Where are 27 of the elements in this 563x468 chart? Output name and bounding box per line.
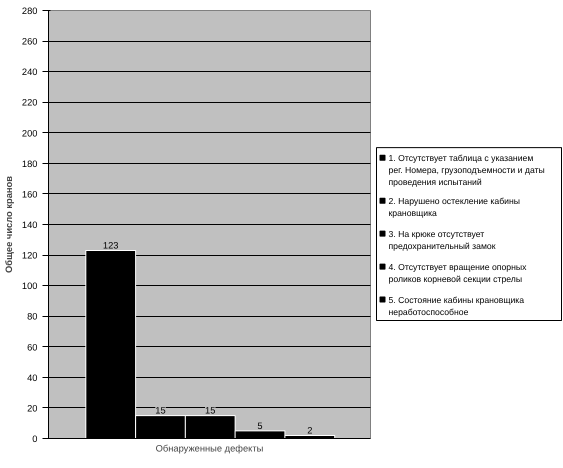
y-tick-label: 20 (27, 403, 38, 414)
data-label: 5 (257, 420, 263, 431)
y-tick-label: 60 (27, 342, 38, 352)
y-tick-label: 260 (22, 36, 38, 47)
x-axis-title: Обнаруженные дефекты (156, 444, 264, 454)
y-axis-title: Общее число кранов (4, 176, 14, 273)
y-tick-label: 0 (32, 434, 38, 444)
y-tick-label: 220 (22, 98, 38, 108)
data-label: 123 (102, 240, 119, 250)
legend-label: 1. Отсутствует таблица с указанием рег. Номера, грузоподъемности и даты проведения испытаний (388, 153, 545, 188)
data-label: 15 (155, 406, 166, 416)
data-label: 2 (307, 425, 312, 436)
y-tick-label: 100 (22, 281, 38, 292)
legend-label: 3. На крюке отсутствует предохранительный замок (388, 229, 496, 252)
legend-label: 5. Состояние кабины крановщика неработоспособное (388, 294, 524, 317)
legend-label: 4. Отсутствует вращение опорных роликов корневой секции стрелы (388, 262, 528, 284)
y-tick-label: 40 (27, 372, 38, 383)
data-label: 15 (205, 406, 216, 416)
y-tick-label: 180 (22, 158, 38, 169)
y-tick-label: 280 (22, 6, 38, 16)
y-tick-label: 140 (22, 220, 38, 230)
legend-label: 2. Нарушено остекление кабины крановщика (388, 196, 520, 218)
y-tick-label: 240 (22, 67, 38, 78)
y-tick-label: 160 (22, 189, 38, 200)
y-tick-label: 200 (22, 128, 38, 138)
y-tick-label: 120 (22, 250, 38, 261)
y-tick-label: 80 (27, 312, 38, 322)
